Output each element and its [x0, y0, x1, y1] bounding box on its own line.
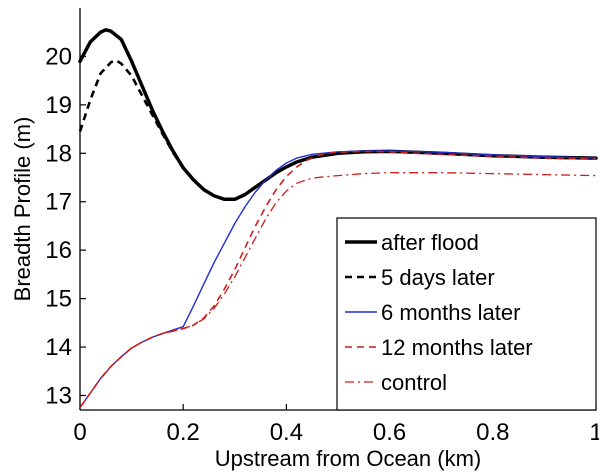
y-tick-label: 16 [45, 237, 72, 264]
y-tick-label: 19 [45, 92, 72, 119]
x-tick-label: 0.6 [373, 419, 406, 446]
legend-label: after flood [381, 230, 479, 255]
legend-box [336, 217, 597, 411]
y-tick-label: 15 [45, 286, 72, 313]
x-tick-label: 0.2 [167, 419, 200, 446]
x-tick-label: 1 [589, 419, 599, 446]
y-axis-label: Breadth Profile (m) [10, 117, 35, 302]
series-line-5-days-later [78, 58, 597, 201]
series-layer [78, 28, 598, 409]
y-tick-label: 14 [45, 334, 72, 361]
legend-label: 6 months later [381, 300, 520, 325]
legend: after flood 5 days later 6 months later 12 … [336, 217, 597, 411]
series-line-12-months-later [79, 150, 597, 409]
y-tick-label: 20 [45, 43, 72, 70]
x-tick-label: 0.8 [476, 419, 509, 446]
y-tick-label: 17 [45, 189, 72, 216]
y-tick-label: 18 [45, 140, 72, 167]
legend-label: 12 months later [381, 335, 533, 360]
axes-layer: 0 0.2 0.4 0.6 0.8 1 13 14 15 16 17 18 19 20 [45, 8, 599, 446]
legend-label: control [381, 370, 447, 395]
x-tick-label: 0.4 [270, 419, 303, 446]
legend-label: 5 days later [381, 265, 495, 290]
x-tick-label: 0 [73, 419, 86, 446]
y-tick-label: 13 [45, 382, 72, 409]
series-line-control [79, 172, 597, 408]
x-axis-label: Upstream from Ocean (km) [215, 446, 482, 471]
